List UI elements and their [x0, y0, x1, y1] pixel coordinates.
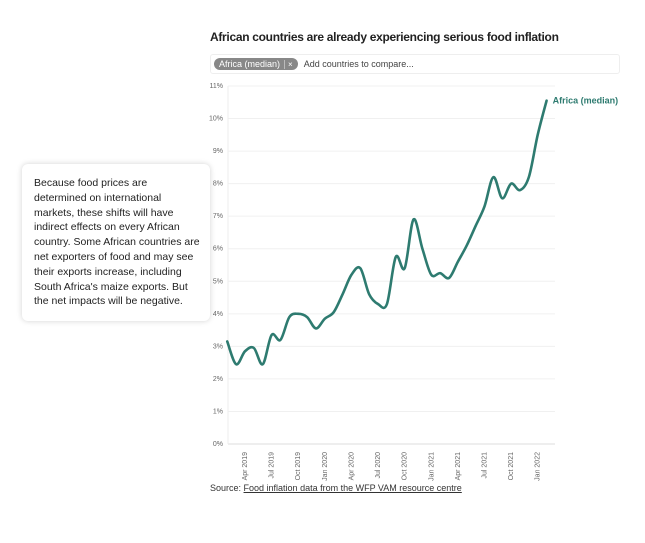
- x-tick-label: Oct 2021: [508, 452, 515, 481]
- x-tick-label: Jul 2021: [481, 452, 488, 479]
- x-tick-label: Jan 2021: [428, 452, 435, 481]
- close-icon[interactable]: ×: [284, 59, 293, 69]
- callout-text: Because food prices are determined on in…: [22, 164, 210, 322]
- y-tick-label: 8%: [213, 181, 223, 188]
- series-label: Africa (median): [553, 96, 619, 106]
- chip-label: Africa (median): [219, 59, 281, 69]
- x-tick-label: Jul 2020: [375, 452, 382, 479]
- x-tick-label: Oct 2020: [402, 452, 409, 481]
- y-tick-label: 7%: [213, 213, 223, 220]
- y-tick-label: 10%: [209, 116, 223, 123]
- x-tick-label: Jan 2020: [322, 452, 329, 481]
- y-tick-label: 5%: [213, 278, 223, 285]
- x-tick-label: Apr 2020: [348, 452, 355, 481]
- x-tick-label: Jul 2019: [269, 452, 276, 479]
- chart-title: African countries are already experienci…: [210, 30, 559, 44]
- y-tick-label: 9%: [213, 148, 223, 155]
- x-tick-label: Apr 2021: [455, 452, 462, 481]
- country-chip: Africa (median) ×: [214, 58, 298, 70]
- y-tick-label: 11%: [210, 83, 224, 90]
- y-tick-label: 3%: [213, 343, 223, 350]
- y-tick-label: 2%: [213, 376, 223, 383]
- source-link[interactable]: Food inflation data from the WFP VAM res…: [243, 483, 462, 493]
- source-prefix: Source:: [210, 483, 244, 493]
- source-note: Source: Food inflation data from the WFP…: [210, 483, 630, 493]
- series-line: [225, 99, 548, 366]
- x-tick-label: Jan 2022: [535, 452, 542, 481]
- country-search-input[interactable]: Add countries to compare...: [303, 59, 414, 69]
- y-tick-label: 6%: [213, 246, 223, 253]
- country-filter[interactable]: Africa (median) × Add countries to compa…: [210, 54, 620, 74]
- x-tick-label: Oct 2019: [295, 452, 302, 481]
- y-tick-label: 0%: [213, 441, 223, 448]
- y-tick-label: 1%: [213, 408, 223, 415]
- x-tick-label: Apr 2019: [242, 452, 249, 481]
- y-tick-label: 4%: [213, 311, 223, 318]
